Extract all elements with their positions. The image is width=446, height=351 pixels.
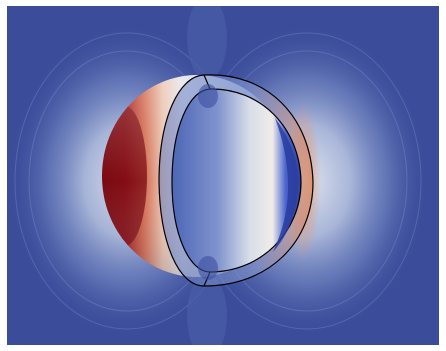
field-visualization	[7, 6, 439, 345]
render-viewport[interactable]	[7, 6, 439, 345]
spherical-shell	[158, 74, 314, 287]
